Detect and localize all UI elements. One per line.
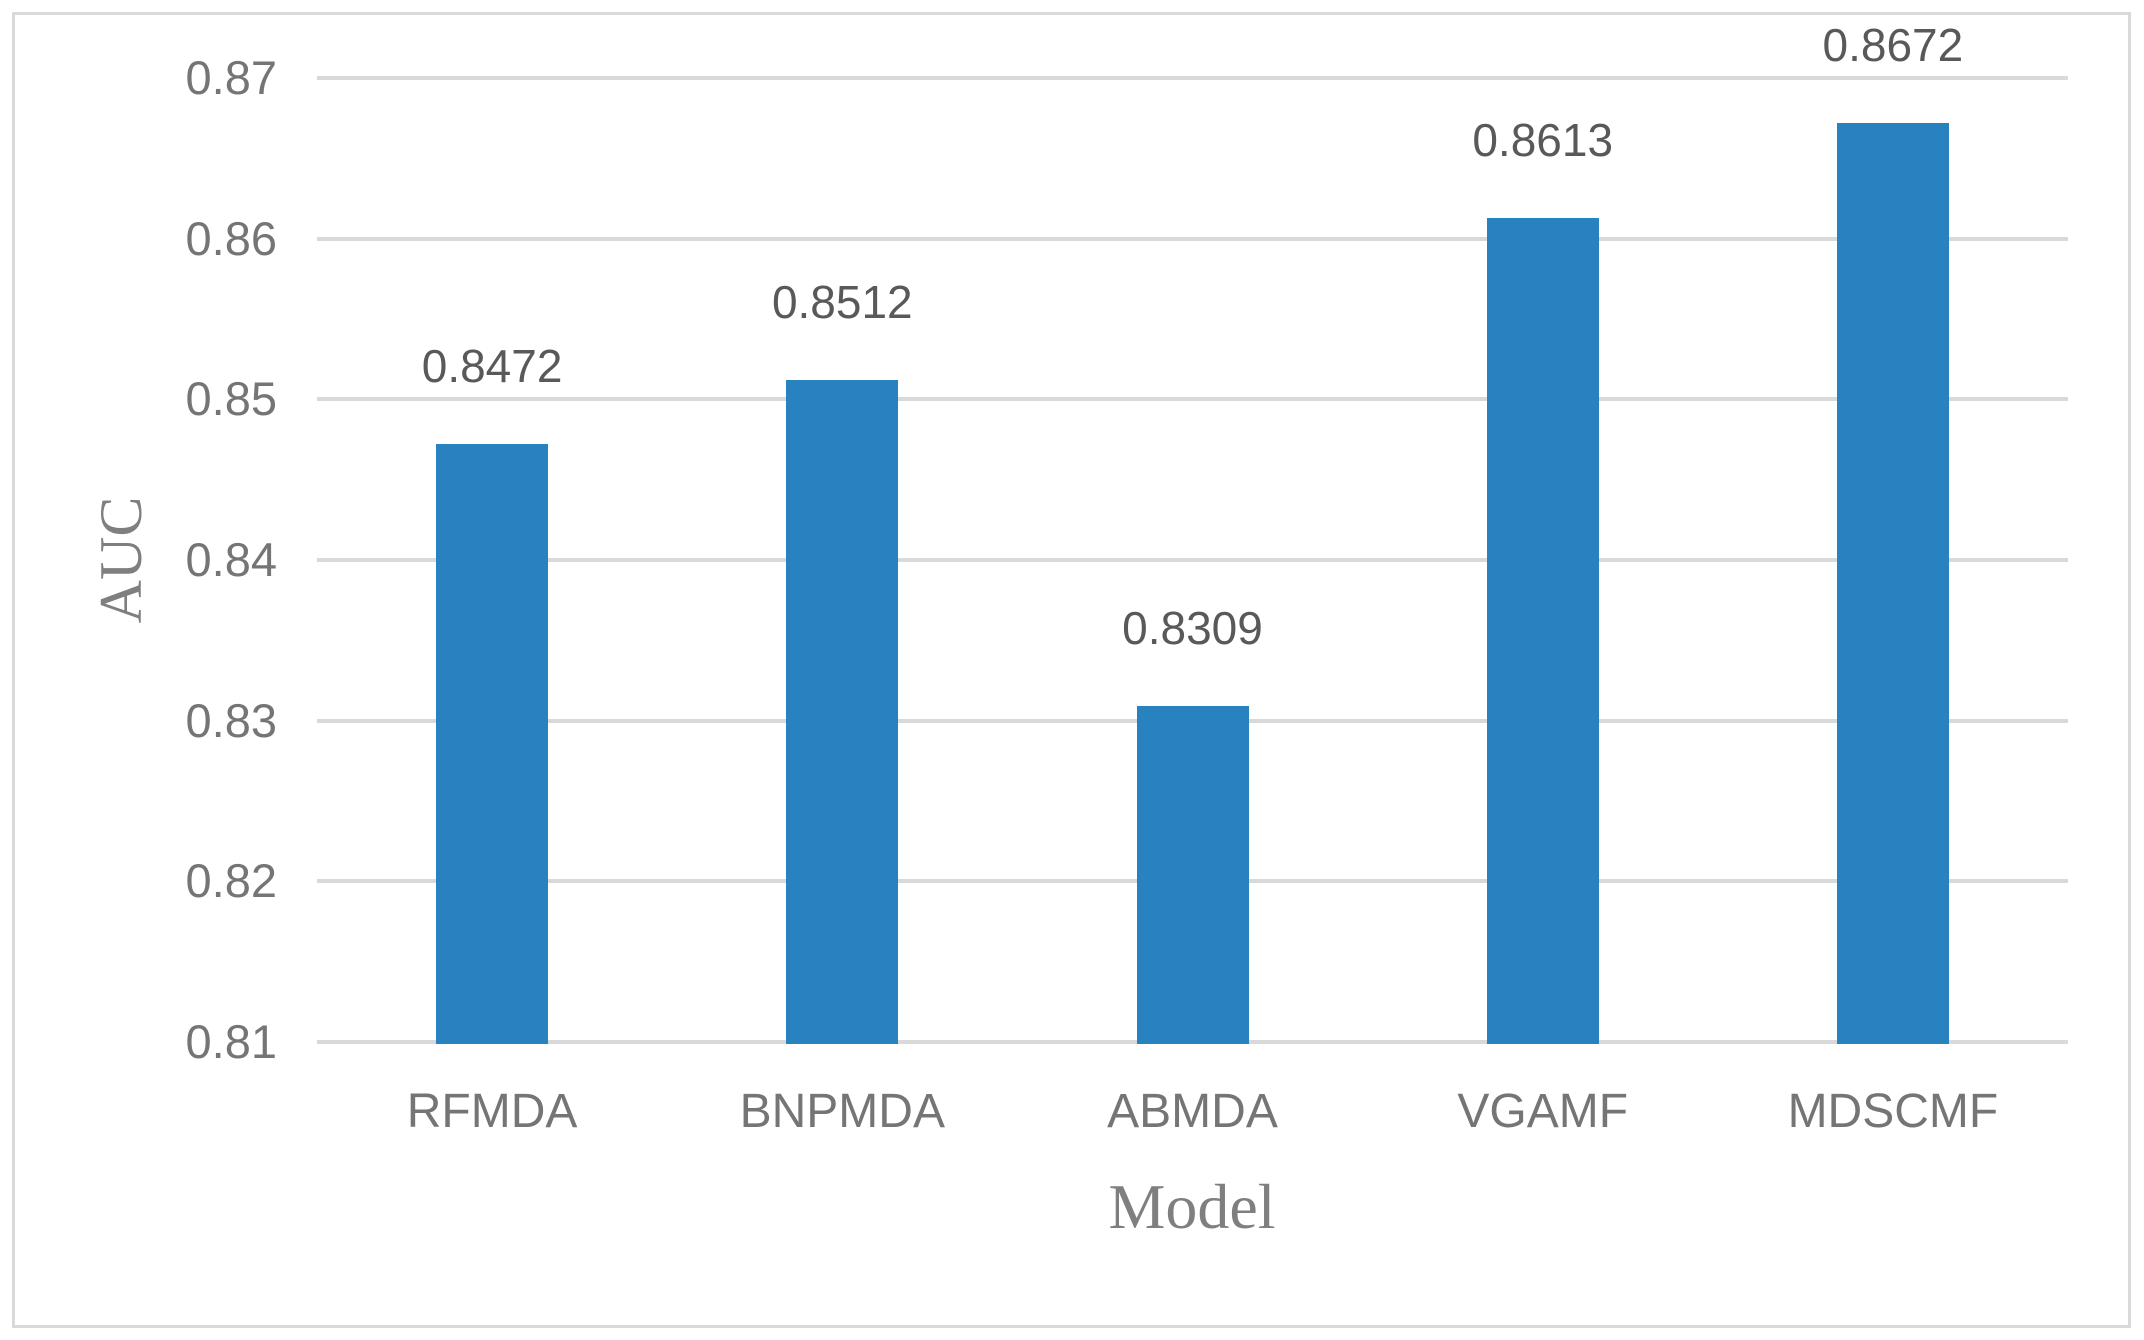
category-label: RFMDA <box>406 1085 578 1138</box>
bar <box>436 444 549 1044</box>
gridline <box>317 397 2068 402</box>
y-tick-label: 0.81 <box>185 1015 277 1068</box>
category-label: BNPMDA <box>739 1085 945 1138</box>
y-tick-label: 0.84 <box>185 533 277 586</box>
bar <box>786 380 899 1044</box>
category-label: MDSCMF <box>1787 1085 1999 1138</box>
bar <box>1836 122 1949 1044</box>
bar-data-label: 0.8672 <box>1822 18 1964 71</box>
bar-data-label: 0.8472 <box>421 340 563 393</box>
bar-data-label: 0.8613 <box>1472 113 1614 166</box>
y-tick-label: 0.87 <box>185 51 277 104</box>
gridline <box>317 236 2068 241</box>
y-tick-label: 0.86 <box>185 211 277 265</box>
gridline <box>317 558 2068 562</box>
x-axis-title: Model <box>1108 1171 1276 1242</box>
bar <box>1136 706 1249 1044</box>
y-tick-label: 0.82 <box>185 854 277 908</box>
gridline <box>317 76 2068 80</box>
y-tick-label: 0.85 <box>185 372 277 426</box>
y-tick-label: 0.83 <box>185 693 277 747</box>
y-axis-title: AUC <box>88 496 154 624</box>
category-label: VGAMF <box>1457 1085 1629 1138</box>
bar <box>1486 217 1599 1044</box>
category-label: ABMDA <box>1107 1085 1278 1138</box>
bar-data-label: 0.8309 <box>1122 602 1263 655</box>
bar-data-label: 0.8512 <box>771 276 913 329</box>
